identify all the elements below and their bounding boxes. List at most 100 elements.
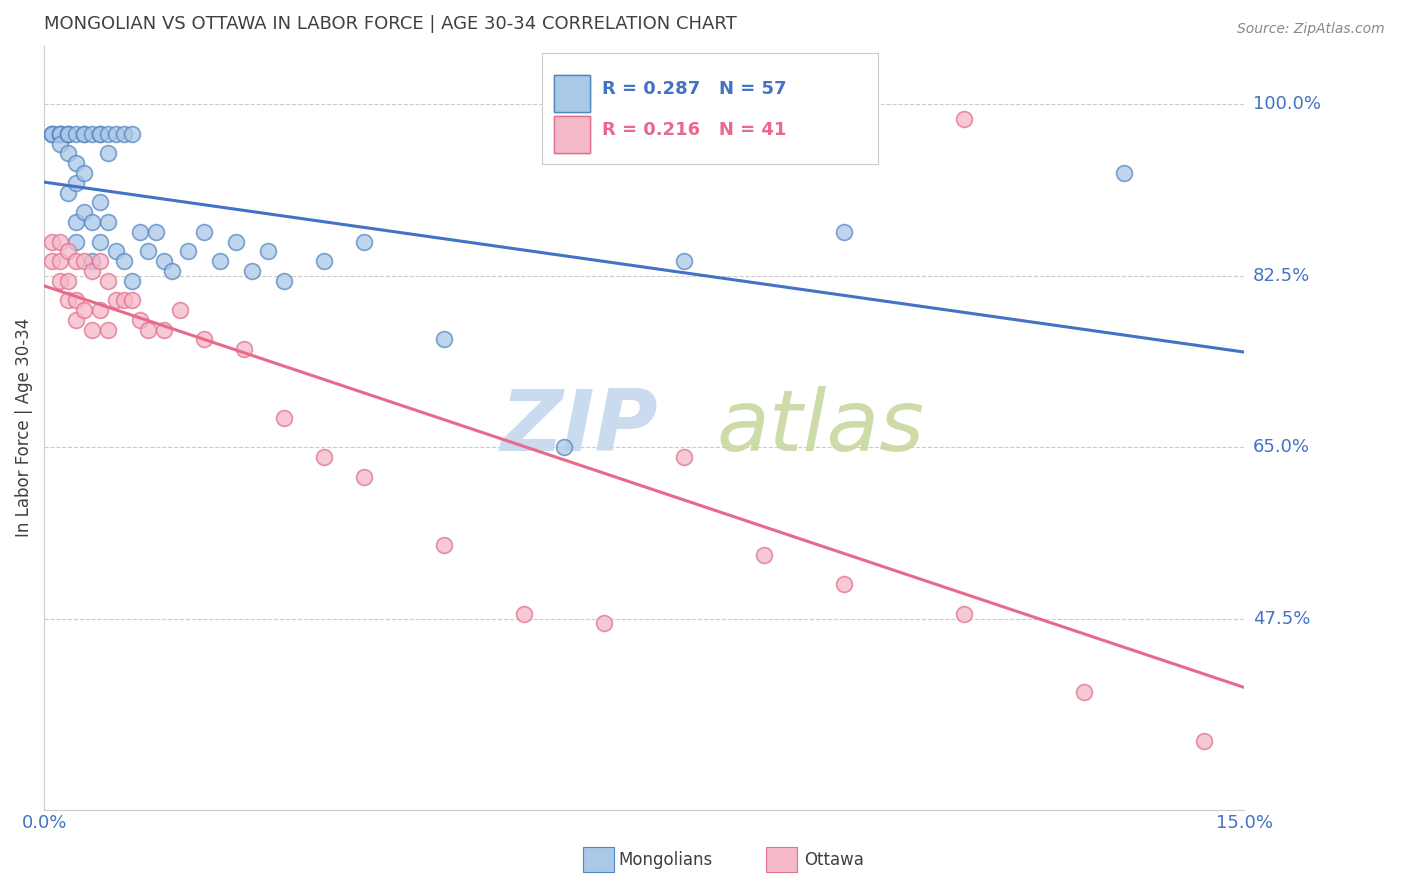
Point xyxy=(41,235,63,249)
Point xyxy=(754,548,776,562)
Point xyxy=(433,333,456,347)
Point xyxy=(121,293,143,308)
Point xyxy=(82,264,104,278)
Point xyxy=(49,127,72,141)
Point xyxy=(56,127,79,141)
Point xyxy=(65,176,87,190)
Point xyxy=(353,235,375,249)
Text: 65.0%: 65.0% xyxy=(1253,438,1310,456)
Point xyxy=(73,205,96,219)
Point xyxy=(136,244,159,259)
Point xyxy=(953,607,976,621)
Text: Ottawa: Ottawa xyxy=(804,851,865,869)
Point xyxy=(129,225,152,239)
Point xyxy=(593,616,616,631)
Point xyxy=(1073,685,1095,699)
Point xyxy=(553,440,575,454)
FancyBboxPatch shape xyxy=(543,54,879,164)
Point xyxy=(314,450,336,464)
Point xyxy=(89,235,111,249)
Point xyxy=(41,127,63,141)
Point xyxy=(89,303,111,318)
Point xyxy=(97,146,120,161)
Point xyxy=(97,215,120,229)
Point xyxy=(832,577,855,591)
Point xyxy=(353,469,375,483)
Point xyxy=(89,127,111,141)
Point xyxy=(136,323,159,337)
Point xyxy=(105,244,128,259)
Text: R = 0.216   N = 41: R = 0.216 N = 41 xyxy=(602,120,786,138)
Point xyxy=(82,254,104,268)
Point xyxy=(65,127,87,141)
Point xyxy=(193,333,215,347)
Point xyxy=(82,215,104,229)
Point xyxy=(121,274,143,288)
Point xyxy=(273,274,295,288)
Text: R = 0.287   N = 57: R = 0.287 N = 57 xyxy=(602,80,787,98)
Point xyxy=(49,235,72,249)
Point xyxy=(513,607,536,621)
Point xyxy=(97,274,120,288)
Point xyxy=(97,127,120,141)
Point xyxy=(56,244,79,259)
Point xyxy=(73,166,96,180)
Point xyxy=(49,136,72,151)
Point xyxy=(56,127,79,141)
Point xyxy=(73,127,96,141)
Text: 82.5%: 82.5% xyxy=(1253,267,1310,285)
Point xyxy=(82,127,104,141)
Point xyxy=(65,293,87,308)
Point xyxy=(56,293,79,308)
Point xyxy=(65,254,87,268)
Point xyxy=(169,303,191,318)
Text: atlas: atlas xyxy=(716,386,924,469)
Point xyxy=(73,254,96,268)
Text: Mongolians: Mongolians xyxy=(619,851,713,869)
Point xyxy=(257,244,280,259)
Point xyxy=(193,225,215,239)
Point xyxy=(49,127,72,141)
Point xyxy=(65,156,87,170)
Point xyxy=(112,293,135,308)
Point xyxy=(65,313,87,327)
Point xyxy=(56,146,79,161)
Text: ZIP: ZIP xyxy=(501,386,658,469)
Point xyxy=(73,303,96,318)
Y-axis label: In Labor Force | Age 30-34: In Labor Force | Age 30-34 xyxy=(15,318,32,537)
Point xyxy=(832,225,855,239)
Point xyxy=(314,254,336,268)
Point xyxy=(673,254,696,268)
Point xyxy=(41,127,63,141)
Text: Source: ZipAtlas.com: Source: ZipAtlas.com xyxy=(1237,22,1385,37)
Point xyxy=(56,274,79,288)
Point xyxy=(65,215,87,229)
FancyBboxPatch shape xyxy=(554,76,591,112)
Point xyxy=(105,293,128,308)
Point xyxy=(240,264,263,278)
Point xyxy=(41,254,63,268)
Text: MONGOLIAN VS OTTAWA IN LABOR FORCE | AGE 30-34 CORRELATION CHART: MONGOLIAN VS OTTAWA IN LABOR FORCE | AGE… xyxy=(44,15,737,33)
Point xyxy=(56,127,79,141)
Point xyxy=(65,235,87,249)
Point xyxy=(49,274,72,288)
Point xyxy=(129,313,152,327)
Point xyxy=(97,323,120,337)
Point xyxy=(1194,734,1216,748)
Point xyxy=(82,323,104,337)
Point xyxy=(89,254,111,268)
Point xyxy=(953,112,976,127)
Point xyxy=(89,127,111,141)
Point xyxy=(160,264,183,278)
Point xyxy=(273,410,295,425)
Point xyxy=(112,127,135,141)
Point xyxy=(105,127,128,141)
Text: 100.0%: 100.0% xyxy=(1253,95,1320,113)
Point xyxy=(41,127,63,141)
Point xyxy=(673,450,696,464)
Point xyxy=(153,323,176,337)
Point xyxy=(112,254,135,268)
Point xyxy=(73,127,96,141)
Point xyxy=(153,254,176,268)
Point xyxy=(56,186,79,200)
